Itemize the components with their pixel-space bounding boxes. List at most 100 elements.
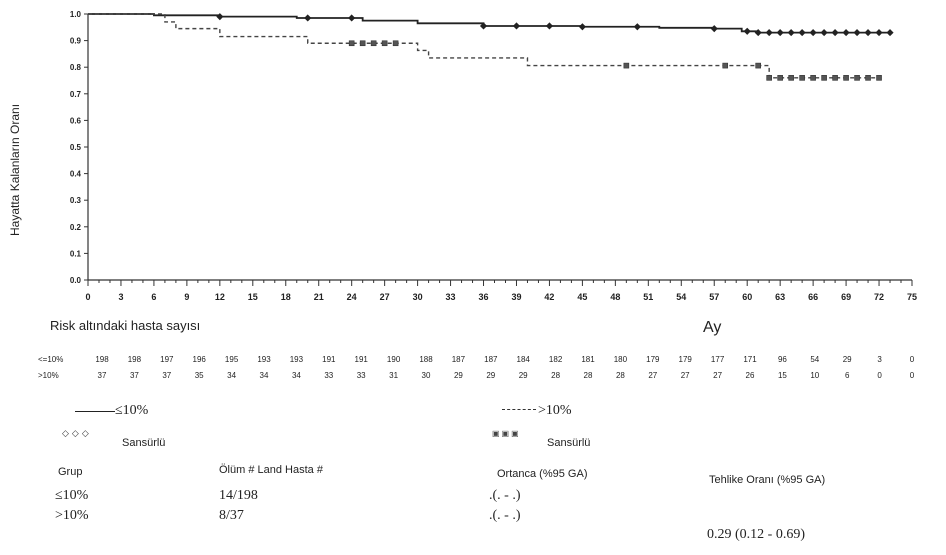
censor-mark — [743, 27, 751, 35]
risk-cell: 196 — [192, 355, 206, 364]
x-tick-label: 60 — [742, 292, 752, 302]
y-tick-label: 0.6 — [70, 116, 82, 125]
risk-cell: 193 — [289, 355, 304, 364]
y-axis-label: Hayatta Kalanların Oranı — [8, 103, 22, 236]
x-tick-label: 0 — [85, 292, 90, 302]
risk-cell: 35 — [194, 371, 204, 380]
risk-cell: 187 — [484, 355, 498, 364]
km-plot: 0.00.10.20.30.40.50.60.70.80.91.00 3 6 9 12 1… — [70, 10, 917, 302]
header-group: Grup — [58, 466, 83, 478]
censor-mark — [864, 29, 872, 37]
censor-marker-icon: ◇◇◇ — [62, 428, 92, 438]
risk-cell: 3 — [877, 355, 882, 364]
risk-cell: 34 — [227, 371, 237, 380]
x-tick-label: 18 — [281, 292, 291, 302]
row2-group: >10% — [55, 508, 89, 523]
header-deaths: Ölüm # Land Hasta # — [219, 464, 323, 476]
row2-deaths: 8/37 — [219, 508, 244, 523]
risk-cell: 33 — [356, 371, 366, 380]
risk-cell: 27 — [713, 371, 723, 380]
x-tick-label: 30 — [413, 292, 423, 302]
risk-cell: 29 — [518, 371, 528, 380]
y-tick-label: 0.1 — [70, 249, 82, 258]
y-tick-label: 0.4 — [70, 170, 82, 179]
risk-cell: 27 — [648, 371, 658, 380]
risk-cell: 0 — [909, 371, 915, 380]
censor-mark — [865, 75, 871, 81]
risk-cell: 29 — [453, 371, 463, 380]
legend-group1-censored: Sansürlü — [122, 437, 166, 449]
x-tick-label: 33 — [446, 292, 456, 302]
risk-cell: 198 — [127, 355, 142, 364]
censor-mark — [766, 75, 772, 81]
censor-mark — [853, 29, 861, 37]
censor-mark — [875, 29, 883, 37]
y-tick-label: 0.3 — [70, 196, 82, 205]
x-tick-label: 51 — [643, 292, 653, 302]
risk-cell: 37 — [129, 371, 139, 380]
censor-mark — [820, 29, 828, 37]
censor-mark — [809, 29, 817, 37]
x-tick-label: 42 — [544, 292, 554, 302]
risk-cell: 193 — [257, 355, 271, 364]
censor-mark — [788, 75, 794, 81]
y-tick-label: 0.5 — [70, 143, 82, 152]
censor-mark — [304, 14, 312, 22]
risk-cell: 37 — [162, 371, 172, 380]
risk-cell: 181 — [581, 355, 595, 364]
censor-mark — [381, 40, 388, 47]
risk-cell: 198 — [95, 355, 109, 364]
x-tick-label: 69 — [841, 292, 851, 302]
censor-mark — [370, 40, 377, 47]
censor-mark — [479, 22, 488, 30]
header-median: Ortanca (%95 GA) — [497, 468, 588, 480]
censor-mark — [799, 75, 805, 81]
x-tick-label: 66 — [808, 292, 818, 302]
censor-mark — [348, 14, 356, 22]
row1-median: .(. - .) — [489, 488, 521, 503]
censor-mark — [754, 29, 762, 37]
risk-row: <=10% 198 198 197 196 195 193 193 191 191 190 188 18… — [0, 355, 946, 365]
risk-cell: 179 — [646, 355, 660, 364]
risk-cell: 96 — [777, 355, 787, 364]
risk-cell: 188 — [419, 355, 433, 364]
censor-mark — [886, 29, 894, 37]
risk-cell: 0 — [909, 355, 915, 364]
censor-mark — [765, 29, 773, 37]
y-tick-label: 0.7 — [70, 90, 82, 99]
row1-group: ≤10% — [55, 488, 89, 503]
censor-mark — [578, 23, 586, 31]
risk-table-title: Risk altındaki hasta sayısı — [50, 318, 201, 333]
risk-cell: 54 — [810, 355, 820, 364]
risk-row-label: <=10% — [38, 355, 64, 364]
risk-cell: 31 — [389, 371, 399, 380]
x-tick-label: 45 — [577, 292, 587, 302]
x-tick-label: 6 — [151, 292, 156, 302]
y-tick-label: 1.0 — [70, 10, 82, 19]
censor-mark — [777, 75, 783, 81]
risk-cell: 191 — [322, 355, 336, 364]
x-tick-label: 3 — [118, 292, 123, 302]
censor-mark — [776, 29, 784, 37]
y-tick-label: 0.9 — [70, 37, 82, 46]
censor-mark — [359, 40, 366, 47]
x-tick-label: 36 — [479, 292, 489, 302]
x-tick-label: 72 — [874, 292, 884, 302]
x-axis-label: Ay — [703, 319, 722, 336]
risk-cell: 30 — [421, 371, 431, 380]
risk-cell: 179 — [678, 355, 692, 364]
legend-dashed-line — [502, 409, 536, 410]
x-tick-label: 48 — [610, 292, 620, 302]
plot-axes: 0.00.10.20.30.40.50.60.70.80.91.00 3 6 9 12 1… — [70, 10, 917, 302]
censor-mark — [633, 23, 641, 31]
risk-cell: 195 — [224, 355, 239, 364]
x-tick-label: 9 — [184, 292, 189, 302]
legend-solid-line — [75, 411, 115, 412]
y-tick-label: 0.2 — [70, 223, 82, 232]
risk-cell: 28 — [615, 371, 625, 380]
censor-mark — [392, 40, 399, 47]
x-tick-label: 15 — [248, 292, 258, 302]
risk-cell: 29 — [842, 355, 852, 364]
risk-cell: 10 — [810, 371, 820, 380]
header-hazard: Tehlike Oranı (%95 GA) — [709, 474, 826, 486]
